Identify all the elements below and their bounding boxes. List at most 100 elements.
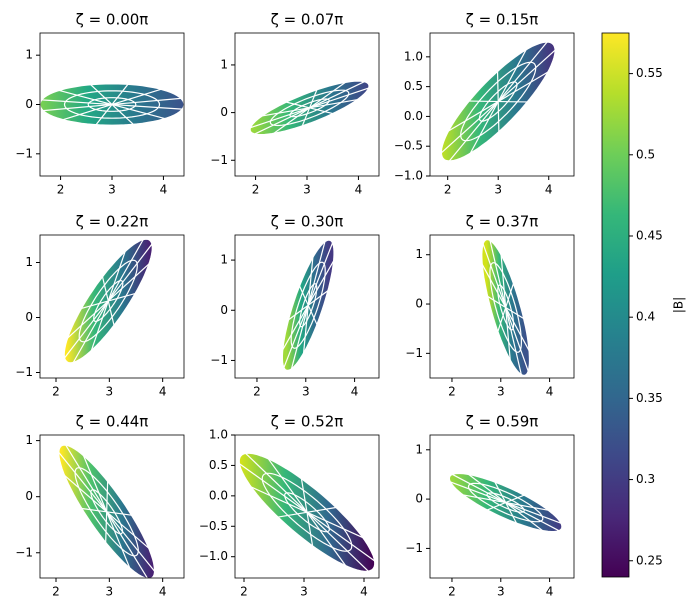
flux-surface: [63, 90, 161, 119]
flux-surface: [290, 261, 326, 349]
field-line: [65, 444, 149, 579]
y-tick-label: 1: [25, 48, 33, 62]
colorbar-tick-label: 0.4: [636, 310, 655, 324]
x-tick-label: 3: [497, 385, 505, 399]
panel-title: ζ = 0.15π: [466, 11, 539, 29]
panel-title: ζ = 0.07π: [271, 11, 344, 29]
flux-surface: [489, 262, 522, 353]
x-tick-label: 2: [448, 585, 456, 599]
field-line: [64, 243, 153, 359]
x-tick-label: 3: [106, 585, 114, 599]
colorbar-tick-label: 0.5: [636, 147, 655, 161]
x-tick-label: 4: [160, 183, 168, 197]
y-tick-label: 0: [25, 97, 33, 111]
flux-surface: [289, 98, 330, 118]
y-tick-label: −0.5: [394, 139, 423, 153]
y-tick-label: 0.5: [209, 458, 228, 472]
panel-title: ζ = 0.44π: [76, 413, 149, 431]
y-tick-label: 1.0: [209, 428, 228, 442]
axes-frame: [39, 434, 185, 579]
x-tick-label: 2: [448, 385, 456, 399]
flux-surface: [467, 482, 544, 523]
y-tick-label: 1: [220, 253, 228, 267]
panel-title: ζ = 0.37π: [466, 213, 539, 231]
field-line: [283, 242, 334, 368]
x-tick-label: 2: [252, 183, 260, 197]
y-tick-label: −0.5: [199, 519, 228, 533]
flux-surface: [460, 61, 537, 142]
flux-surface: [284, 492, 330, 533]
flux-surface: [497, 284, 515, 331]
y-tick-label: −1: [405, 541, 423, 555]
x-tick-label: 3: [300, 585, 308, 599]
y-tick-label: 0: [415, 297, 423, 311]
x-tick-label: 4: [159, 585, 167, 599]
x-tick-label: 4: [546, 585, 554, 599]
x-tick-label: 2: [444, 183, 452, 197]
x-tick-label: 4: [545, 183, 553, 197]
field-line: [452, 473, 560, 532]
x-tick-label: 3: [302, 385, 310, 399]
field-line: [250, 87, 369, 129]
y-tick-label: 1: [25, 255, 33, 269]
y-tick-label: 1: [25, 433, 33, 447]
x-tick-label: 2: [253, 385, 261, 399]
x-tick-label: 4: [159, 385, 167, 399]
y-tick-label: 0: [220, 105, 228, 119]
x-tick-label: 3: [497, 585, 505, 599]
flux-surface: [63, 238, 153, 364]
colorbar-tick-label: 0.3: [636, 472, 655, 486]
flux-surface: [440, 41, 556, 162]
panel-title: ζ = 0.22π: [76, 213, 149, 231]
y-tick-label: −1.0: [394, 169, 423, 183]
y-tick-label: −1: [15, 545, 33, 559]
flux-surface: [299, 283, 318, 328]
y-tick-label: −1: [210, 153, 228, 167]
colorbar: [601, 32, 630, 578]
y-tick-label: −1: [405, 346, 423, 360]
y-tick-label: −1: [15, 146, 33, 160]
colorbar-tick-label: 0.25: [636, 553, 663, 567]
flux-surface: [90, 489, 124, 535]
y-tick-label: 0: [220, 303, 228, 317]
x-tick-label: 2: [240, 585, 248, 599]
x-tick-label: 2: [57, 183, 65, 197]
y-tick-label: 0: [25, 310, 33, 324]
flux-surface: [281, 239, 335, 372]
axes-frame: [429, 32, 575, 177]
flux-surface: [249, 80, 370, 136]
axes-frame: [429, 234, 575, 379]
axes-frame: [39, 234, 185, 379]
y-tick-label: −1: [15, 365, 33, 379]
colorbar-label: |B|: [672, 297, 686, 313]
y-tick-label: 1: [415, 442, 423, 456]
panel-title: ζ = 0.30π: [271, 213, 344, 231]
y-tick-label: 0: [415, 492, 423, 506]
x-tick-label: 4: [355, 183, 363, 197]
y-tick-label: 1.0: [404, 49, 423, 63]
axes-frame: [234, 434, 380, 579]
x-tick-label: 3: [106, 385, 114, 399]
flux-surface: [93, 279, 124, 323]
panel-title: ζ = 0.00π: [76, 11, 149, 29]
y-tick-label: 0: [25, 489, 33, 503]
flux-surface: [74, 467, 139, 557]
field-line: [41, 99, 183, 110]
x-tick-label: 3: [494, 183, 502, 197]
axes-frame: [429, 434, 575, 579]
flux-surface: [78, 259, 138, 343]
flux-surface: [478, 81, 518, 122]
flux-surface: [238, 452, 376, 572]
y-tick-label: 0.5: [404, 79, 423, 93]
panel-title: ζ = 0.52π: [271, 413, 344, 431]
y-tick-label: 1: [220, 57, 228, 71]
y-tick-label: −1: [210, 353, 228, 367]
axes-frame: [234, 234, 380, 379]
flux-surface: [448, 472, 563, 533]
flux-surface: [481, 238, 531, 377]
y-tick-label: 0.0: [404, 109, 423, 123]
colorbar-tick-label: 0.35: [636, 391, 663, 405]
y-tick-label: −1.0: [199, 549, 228, 563]
y-tick-label: 0.0: [209, 488, 228, 502]
